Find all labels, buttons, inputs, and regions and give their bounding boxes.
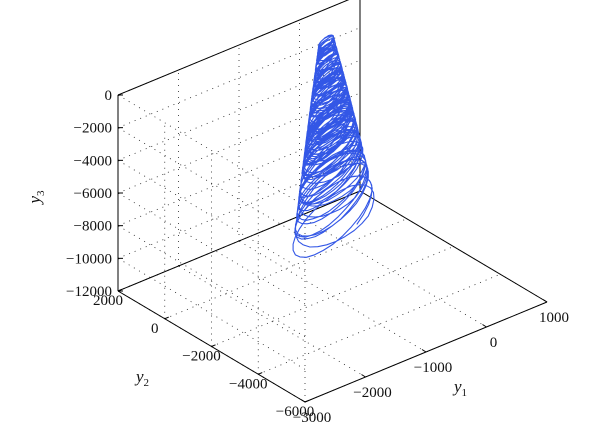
- x-tick-mark: [421, 349, 427, 353]
- x-tick-mark: [300, 399, 306, 403]
- grid-line: [117, 94, 306, 207]
- y-tick-mark: [258, 372, 263, 375]
- grid-line: [178, 265, 366, 378]
- tick-labels: −3000−2000−100001000−6000−4000−200002000…: [66, 88, 569, 424]
- axes-box: [117, 0, 548, 403]
- x-tick-label: −1000: [414, 360, 452, 376]
- grid-line: [117, 225, 306, 338]
- z-axis-label: y3: [25, 190, 47, 206]
- grid-line: [238, 240, 427, 353]
- grid-line: [117, 159, 306, 272]
- trajectory-line: [292, 34, 375, 258]
- x-tick-label: −3000: [293, 410, 331, 424]
- grid-line: [117, 157, 361, 259]
- z-tick-label: 0: [105, 88, 113, 104]
- z-tick-label: −6000: [74, 186, 112, 202]
- x-tick-mark: [482, 324, 487, 328]
- grid-line: [117, 192, 306, 305]
- grid-line: [299, 215, 487, 328]
- z-tick-label: −10000: [66, 251, 112, 267]
- y-tick-label: −4000: [229, 376, 267, 392]
- z-tick-label: −4000: [74, 153, 112, 169]
- box-edge: [117, 0, 350, 96]
- box-edge: [117, 190, 361, 292]
- y-tick-mark: [164, 316, 169, 320]
- grid-line: [117, 127, 306, 240]
- y-tick-label: 2000: [93, 293, 123, 309]
- z-tick-label: −8000: [74, 219, 112, 235]
- x-tick-label: −2000: [353, 385, 391, 401]
- y-tick-mark: [211, 344, 216, 347]
- x-axis-label: y1: [452, 377, 467, 399]
- x-tick-label: 0: [490, 335, 498, 351]
- y-tick-label: −6000: [276, 404, 314, 420]
- grid-line: [164, 218, 407, 320]
- x-tick-label: 1000: [539, 310, 569, 326]
- trajectory-series: [292, 34, 375, 258]
- x-tick-mark: [361, 374, 366, 378]
- x-tick-mark: [542, 299, 548, 303]
- y-axis-label: y2: [134, 367, 149, 389]
- z-tick-label: −2000: [74, 121, 112, 137]
- grid-line: [117, 257, 306, 370]
- z-tick-label: −12000: [66, 284, 112, 300]
- box-edge: [359, 190, 548, 303]
- y-tick-label: 0: [151, 321, 159, 337]
- y-tick-mark: [304, 399, 310, 403]
- y-tick-label: −2000: [182, 349, 220, 365]
